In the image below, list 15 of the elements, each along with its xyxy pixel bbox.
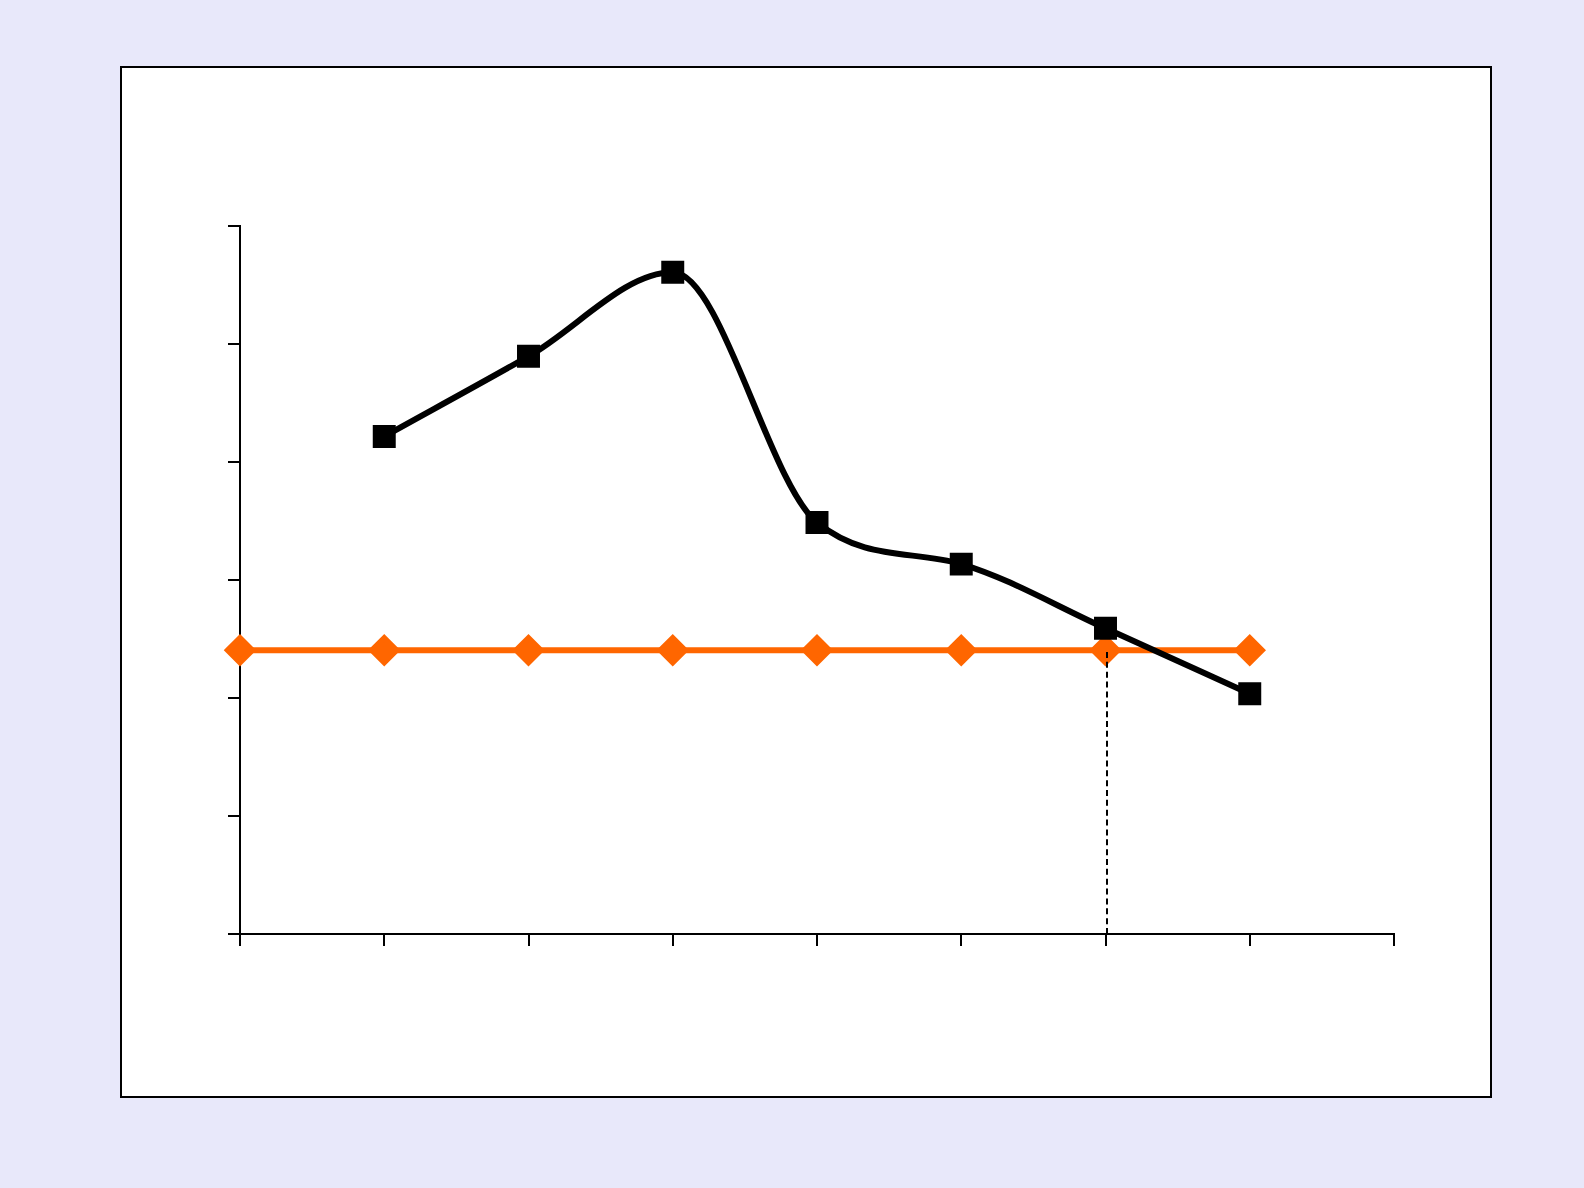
point [1094, 616, 1117, 640]
point [1090, 635, 1121, 666]
point [657, 635, 688, 666]
point [225, 635, 255, 666]
point [946, 635, 977, 666]
point [513, 635, 544, 666]
point [949, 552, 973, 576]
point [1234, 635, 1265, 666]
point [802, 635, 832, 666]
point [1238, 682, 1262, 706]
point [372, 424, 396, 448]
point [517, 344, 540, 368]
point [369, 635, 400, 666]
point [661, 260, 685, 284]
point [805, 510, 829, 534]
